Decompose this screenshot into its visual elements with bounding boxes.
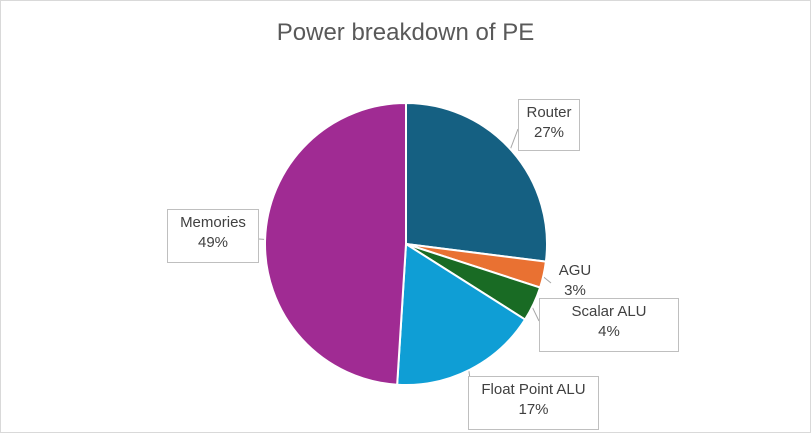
pie-slice-float-point-alu <box>396 242 527 386</box>
pie-slice-router <box>405 101 548 263</box>
pie-slice-memories <box>264 101 407 386</box>
callout-scalar-alu: Scalar ALU 4% <box>539 298 679 352</box>
callout-memories-value: 49% <box>197 234 229 251</box>
callout-scalar-alu-label: Scalar ALU <box>571 303 647 320</box>
callout-router-label: Router <box>526 104 572 121</box>
callout-agu-value: 3% <box>564 282 586 299</box>
callout-scalar-alu-value: 4% <box>598 323 620 340</box>
callout-agu-label: AGU <box>558 262 592 279</box>
callout-float-point-alu-label: Float Point ALU <box>481 381 586 398</box>
callout-router: Router 27% <box>518 99 580 151</box>
chart-title: Power breakdown of PE <box>276 19 535 46</box>
callout-memories: Memories 49% <box>167 209 259 263</box>
callout-agu: AGU 3% <box>549 259 601 299</box>
callout-router-value: 27% <box>533 124 565 141</box>
callout-memories-label: Memories <box>180 214 246 231</box>
pie-slices <box>264 101 548 386</box>
callout-float-point-alu-value: 17% <box>518 401 549 418</box>
callout-float-point-alu: Float Point ALU 17% <box>468 376 599 430</box>
